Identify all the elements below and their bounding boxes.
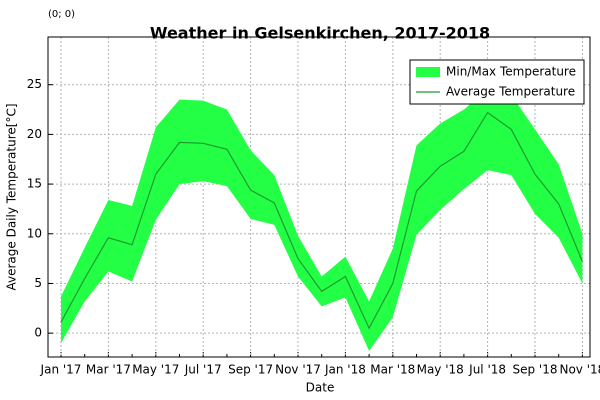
x-tick-label: Mar '18 <box>370 363 415 377</box>
legend-label: Min/Max Temperature <box>446 65 576 79</box>
x-tick-label: Sep '18 <box>513 363 558 377</box>
min-max-band <box>61 89 583 352</box>
y-tick-label: 20 <box>27 127 42 141</box>
chart-title: Weather in Gelsenkirchen, 2017-2018 <box>150 24 490 43</box>
plot-frame <box>47 36 591 358</box>
x-tick-label: Jan '18 <box>324 363 366 377</box>
x-tick-label: Jan '17 <box>40 363 82 377</box>
legend-label: Average Temperature <box>446 85 575 99</box>
y-tick-label: 25 <box>27 77 42 91</box>
y-tick-label: 15 <box>27 177 42 191</box>
y-tick-label: 0 <box>34 326 42 340</box>
y-axis-label: Average Daily Temperature[°C] <box>5 103 19 290</box>
x-tick-label: Mar '17 <box>86 363 131 377</box>
cursor-coordinates: (0; 0) <box>48 9 75 20</box>
x-tick-label: Nov '18 <box>559 363 600 377</box>
y-tick-label: 5 <box>34 276 42 290</box>
x-axis-label: Date <box>306 381 335 395</box>
x-tick-label: May '18 <box>417 363 464 377</box>
x-tick-label: Sep '17 <box>228 363 273 377</box>
x-tick-label: Nov '17 <box>275 363 321 377</box>
average-line <box>60 111 583 330</box>
x-tick-label: Jul '17 <box>184 363 222 377</box>
x-tick-label: Jul '18 <box>468 363 506 377</box>
legend-swatch <box>416 67 440 77</box>
y-tick-label: 10 <box>27 226 42 240</box>
x-tick-label: May '17 <box>132 363 179 377</box>
